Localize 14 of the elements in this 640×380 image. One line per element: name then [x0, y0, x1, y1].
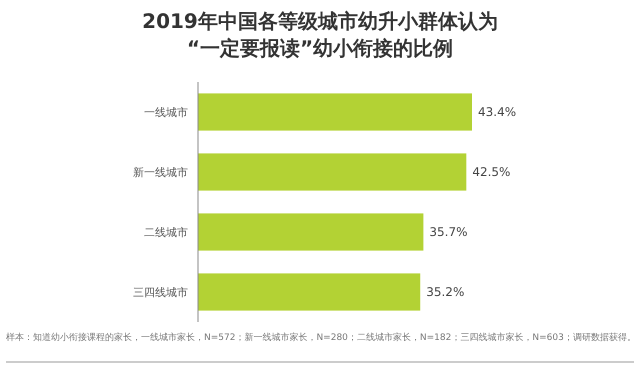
data-label: 42.5% [472, 165, 510, 180]
bar [198, 93, 472, 131]
text: 样本：知道幼小衔接课程的家长，一线城市家长，N=572；新一线城市家长，N=280；二线城市家长，N=182；三四线城市家长，N=603；调研数据获得。 [6, 332, 636, 343]
y-tick-label: 三四线城市 [133, 286, 188, 299]
data-label: 43.4% [478, 105, 516, 120]
bar [198, 273, 420, 311]
bar [198, 213, 424, 251]
data-label: 35.7% [429, 225, 468, 240]
y-tick-label: 一线城市 [144, 106, 188, 119]
chart-title: 2019年中国各等级城市幼升小群体认为 “一定要报读”幼小衔接的比例 [142, 9, 498, 60]
bar [198, 153, 466, 191]
y-tick-label: 新一线城市 [133, 166, 188, 179]
y-tick-label: 二线城市 [144, 226, 188, 239]
data-label: 35.2% [426, 285, 464, 300]
